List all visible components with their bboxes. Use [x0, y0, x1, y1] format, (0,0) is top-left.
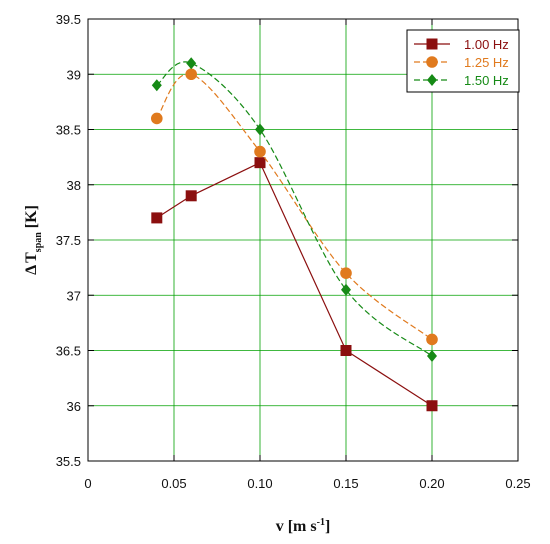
legend-box: [406, 29, 520, 93]
y-tick-label: 38: [67, 178, 81, 193]
data-point-1-25-hz: [254, 145, 266, 158]
y-tick-label: 37.5: [56, 233, 81, 248]
legend-marker: [426, 38, 438, 50]
legend-label: 1.00 Hz: [464, 37, 509, 52]
data-point-1-00-hz: [340, 345, 352, 356]
data-point-1-00-hz: [185, 190, 197, 202]
legend-entry-1-50-hz: 1.50 Hz: [414, 73, 509, 88]
data-point-1-00-hz: [426, 400, 438, 412]
data-point-1-00-hz: [151, 212, 163, 224]
legend-entry-1-25-hz: 1.25 Hz: [414, 55, 509, 70]
data-point-1-25-hz: [426, 333, 438, 346]
y-tick-label: 39.5: [56, 12, 81, 27]
y-tick-label: 39: [67, 67, 81, 82]
x-tick-label: 0.15: [333, 476, 358, 491]
legend-marker: [426, 56, 438, 68]
y-tick-label: 36.5: [56, 344, 81, 359]
data-point-1-50-hz: [427, 350, 437, 363]
data-point-1-50-hz: [186, 57, 197, 70]
x-tick-label: 0.25: [505, 476, 530, 491]
y-tick-label: 36: [67, 399, 81, 414]
y-tick-label: 37: [67, 288, 81, 303]
legend-label: 1.25 Hz: [464, 55, 509, 70]
tick-marks: [87, 18, 519, 462]
data-point-1-25-hz: [151, 112, 163, 125]
y-tick-labels: 35.5 36 36.5 37 37.5 38 38.5 39 39.5: [56, 12, 81, 469]
x-tick-labels: 0 0.05 0.10 0.15 0.20 0.25: [84, 476, 530, 491]
legend-marker: [427, 74, 437, 86]
x-tick-label: 0.05: [161, 476, 186, 491]
gridlines: [88, 19, 518, 461]
data-point-1-25-hz: [185, 68, 197, 81]
data-point-1-25-hz: [340, 267, 352, 279]
x-tick-label: 0.20: [419, 476, 444, 491]
series-1-50-hz: [151, 57, 437, 363]
series-line-1-00-hz: [156, 161, 433, 407]
data-point-1-50-hz: [341, 283, 351, 296]
x-tick-label: 0.10: [247, 476, 272, 491]
y-tick-label: 35.5: [56, 454, 81, 469]
series-layer: [151, 57, 438, 412]
x-axis-title: v [m s-1]: [276, 517, 331, 535]
y-tick-label: 38.5: [56, 123, 81, 138]
data-point-1-00-hz: [254, 157, 266, 169]
legend: 1.00 Hz 1.25 Hz 1.50 Hz: [406, 29, 520, 93]
data-point-1-50-hz: [255, 123, 265, 136]
data-point-1-50-hz: [151, 79, 162, 92]
series-line-1-25-hz: [156, 73, 433, 340]
series-1-25-hz: [151, 68, 438, 346]
legend-label: 1.50 Hz: [464, 73, 509, 88]
y-axis-title: ΔTspan [K]: [23, 205, 44, 275]
x-tick-label: 0: [84, 476, 91, 491]
series-1-00-hz: [151, 157, 438, 412]
legend-entry-1-00-hz: 1.00 Hz: [414, 37, 509, 52]
